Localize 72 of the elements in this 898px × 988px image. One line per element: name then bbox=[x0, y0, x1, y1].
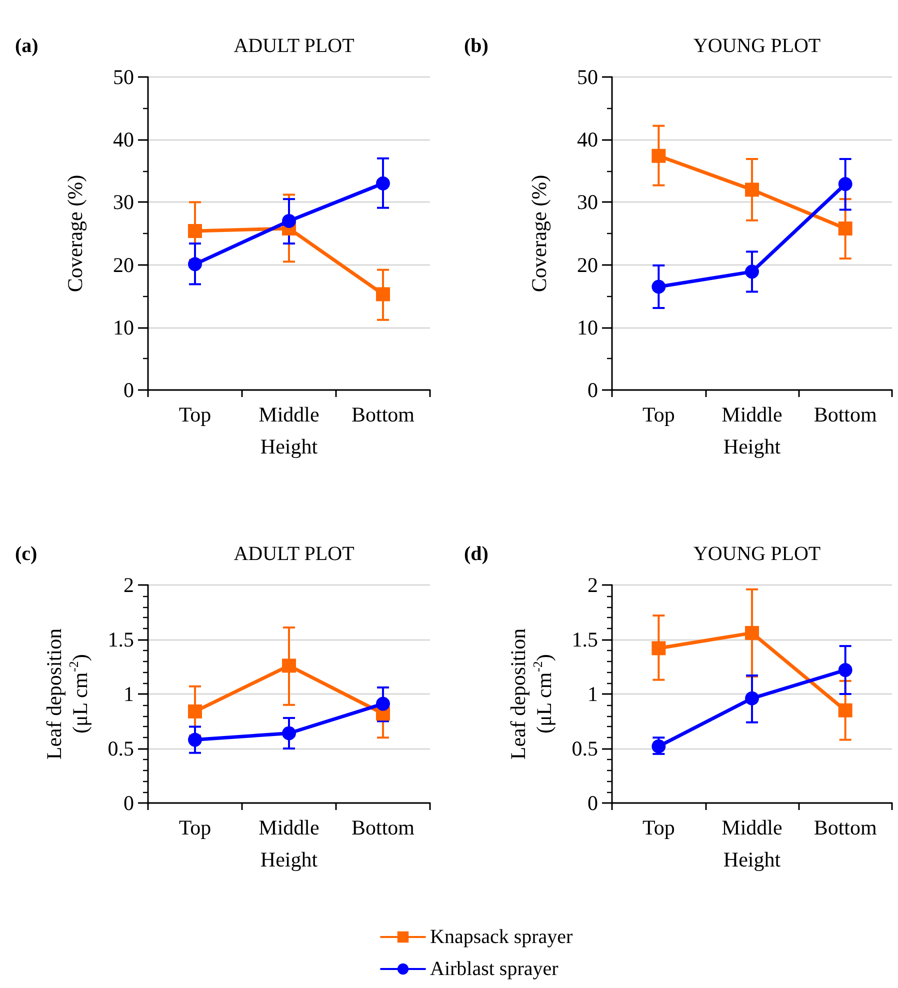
y-tick-label: 20 bbox=[577, 252, 598, 277]
x-tick-label: Middle bbox=[258, 402, 320, 426]
x-tick-label: Middle bbox=[258, 816, 320, 840]
point bbox=[376, 696, 390, 711]
y-tick-label: 2 bbox=[124, 573, 134, 597]
chart-title: YOUNG PLOT bbox=[693, 35, 821, 57]
x-tick-label: Middle bbox=[722, 402, 782, 426]
y-tick-label: 40 bbox=[113, 128, 134, 152]
y-tick-label: 0 bbox=[124, 791, 134, 815]
point bbox=[652, 641, 666, 656]
x-tick-label: Middle bbox=[722, 816, 782, 840]
x-tick-label: Top bbox=[642, 816, 675, 840]
y-axis-title: Coverage (%) bbox=[527, 174, 551, 292]
y-tick-label: 20 bbox=[113, 252, 134, 277]
x-axis-title: Height bbox=[260, 434, 318, 458]
point bbox=[745, 626, 759, 640]
point bbox=[838, 663, 852, 678]
y-tick-label: 0.5 bbox=[108, 736, 134, 760]
point bbox=[376, 176, 390, 190]
y-tick-label: 10 bbox=[577, 315, 598, 340]
y-tick-label: 30 bbox=[113, 190, 134, 214]
y-tick-label: 0 bbox=[588, 791, 598, 815]
point bbox=[652, 148, 666, 163]
y-tick-label: 1.5 bbox=[108, 628, 134, 652]
text: (a) bbox=[15, 35, 38, 57]
y-tick-label: 0 bbox=[588, 378, 598, 402]
point bbox=[282, 658, 296, 673]
x-tick-label: Top bbox=[642, 402, 675, 426]
point bbox=[745, 264, 759, 279]
point bbox=[188, 732, 202, 747]
point bbox=[188, 704, 202, 718]
text: (c) bbox=[15, 543, 38, 565]
y-tick-label: 1 bbox=[588, 682, 598, 706]
point bbox=[838, 177, 852, 192]
x-tick-label: Bottom bbox=[814, 816, 877, 840]
y-tick-label: 0 bbox=[124, 378, 134, 402]
x-tick-label: Top bbox=[178, 816, 212, 840]
y-tick-label: 1.5 bbox=[572, 628, 598, 652]
text: (d) bbox=[464, 543, 488, 565]
legend-label: Airblast sprayer bbox=[430, 958, 559, 980]
point bbox=[652, 739, 666, 754]
x-tick-label: Top bbox=[178, 402, 212, 426]
y-tick-label: 2 bbox=[588, 573, 598, 597]
point bbox=[652, 280, 666, 294]
point bbox=[282, 726, 296, 740]
y-tick-label: 0.5 bbox=[572, 736, 598, 760]
x-axis-title: Height bbox=[723, 434, 781, 458]
y-tick-label: 10 bbox=[113, 315, 134, 340]
point bbox=[188, 257, 202, 272]
x-axis-title: Height bbox=[260, 848, 318, 872]
point bbox=[838, 703, 852, 718]
point bbox=[188, 224, 202, 238]
x-tick-label: Bottom bbox=[351, 402, 415, 426]
point bbox=[376, 287, 390, 302]
point bbox=[745, 182, 759, 197]
y-tick-label: 30 bbox=[577, 190, 598, 214]
y-tick-label: 50 bbox=[577, 65, 598, 89]
y-tick-label: 1 bbox=[124, 682, 134, 706]
chart-title: ADULT PLOT bbox=[234, 35, 354, 57]
chart-title: YOUNG PLOT bbox=[693, 543, 821, 565]
y-tick-label: 40 bbox=[577, 128, 598, 152]
y-tick-label: 50 bbox=[113, 65, 134, 89]
point bbox=[838, 221, 852, 236]
x-tick-label: Bottom bbox=[351, 816, 415, 840]
y-axis-title: Coverage (%) bbox=[63, 174, 87, 292]
legend-label: Knapsack sprayer bbox=[430, 926, 574, 948]
chart-title: ADULT PLOT bbox=[234, 543, 354, 565]
point bbox=[282, 214, 296, 228]
point bbox=[745, 691, 759, 706]
text: (b) bbox=[464, 35, 488, 57]
x-tick-label: Bottom bbox=[814, 402, 877, 426]
x-axis-title: Height bbox=[723, 848, 781, 872]
